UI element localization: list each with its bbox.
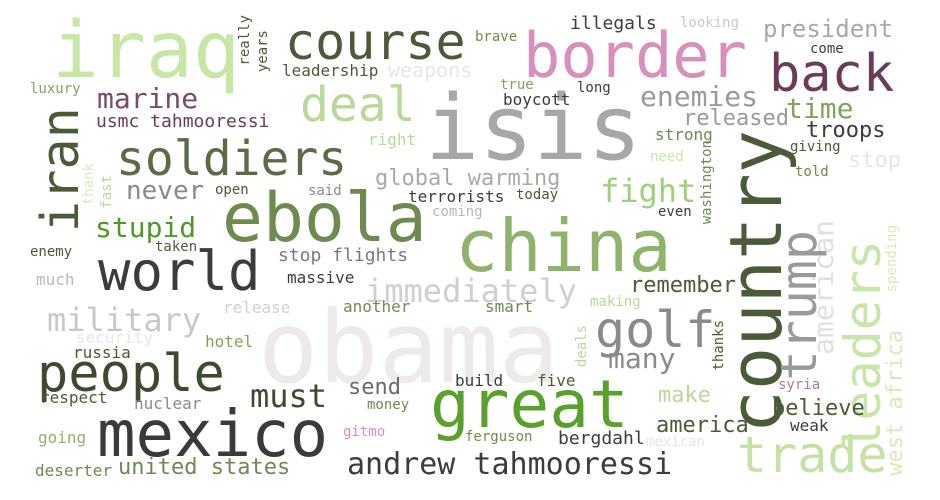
word-security: security xyxy=(76,328,154,347)
word-weak: weak xyxy=(790,416,829,435)
word-weapons: weapons xyxy=(388,58,473,82)
word-china: china xyxy=(455,204,672,288)
word-money: money xyxy=(367,397,410,413)
word-west-africa: west africa xyxy=(883,330,908,476)
word-many: many xyxy=(608,342,676,375)
word-marine: marine xyxy=(97,82,199,115)
word-illegals: illegals xyxy=(570,13,657,34)
word-respect: respect xyxy=(40,388,108,407)
word-told: told xyxy=(795,164,829,180)
word-open: open xyxy=(215,182,249,198)
word-stop: stop xyxy=(848,148,901,173)
word-spending: spending xyxy=(884,225,900,293)
word-terrorists: terrorists xyxy=(408,187,505,206)
word-smart: smart xyxy=(485,297,534,316)
word-even: even xyxy=(658,204,692,220)
word-gitmo: gitmo xyxy=(343,424,386,440)
word-bergdahl: bergdahl xyxy=(558,428,645,449)
word-enemy: enemy xyxy=(30,244,73,260)
word-russia: russia xyxy=(73,343,131,362)
word-golf: golf xyxy=(595,301,716,359)
word-thank: thank xyxy=(81,163,97,206)
word-american: american xyxy=(807,220,840,355)
word-global-warming: global warming xyxy=(375,166,561,191)
word-remember: remember xyxy=(630,273,736,298)
word-years: years xyxy=(255,30,271,73)
word-usmc-tahmooressi: usmc tahmooressi xyxy=(96,111,270,132)
word-long: long xyxy=(577,80,611,96)
word-today: today xyxy=(516,187,559,203)
word-obama: obama xyxy=(258,289,560,406)
word-release: release xyxy=(223,298,291,317)
word-mexican: mexican xyxy=(646,434,706,450)
word-iraq: iraq xyxy=(52,6,240,96)
word-soldiers: soldiers xyxy=(116,131,348,187)
word-must: must xyxy=(250,377,328,415)
word-send: send xyxy=(348,375,401,400)
word-making: making xyxy=(590,294,641,310)
word-really: really xyxy=(237,15,253,66)
word-much: much xyxy=(36,270,75,289)
word-said: said xyxy=(308,183,342,199)
word-coming: coming xyxy=(432,204,483,220)
word-five: five xyxy=(537,371,576,390)
word-massive: massive xyxy=(287,268,355,287)
word-come: come xyxy=(810,41,844,57)
word-need: need xyxy=(650,149,684,165)
word-leadership: leadership xyxy=(282,61,379,80)
word-military: military xyxy=(47,301,202,339)
word-nuclear: nuclear xyxy=(134,394,202,413)
word-never: never xyxy=(126,176,205,206)
word-build: build xyxy=(455,371,504,390)
word-back: back xyxy=(769,44,895,104)
word-strong: strong xyxy=(655,125,713,144)
word-isis: isis xyxy=(425,76,642,181)
word-make: make xyxy=(658,383,711,408)
word-mexico: mexico xyxy=(97,398,329,472)
word-fast: fast xyxy=(99,175,115,209)
word-time: time xyxy=(786,92,854,125)
word-stop-flights: stop flights xyxy=(278,245,409,266)
word-deserter: deserter xyxy=(35,461,113,480)
word-thanks: thanks xyxy=(711,320,727,371)
word-giving: giving xyxy=(790,139,841,155)
word-syria: syria xyxy=(778,377,821,393)
word-stupid: stupid xyxy=(95,211,197,244)
word-ebola: ebola xyxy=(222,179,427,258)
word-troops: troops xyxy=(806,118,886,143)
word-looking: looking xyxy=(680,15,740,31)
word-andrew-tahmooressi: andrew tahmooressi xyxy=(347,447,673,482)
word-great: great xyxy=(430,366,629,443)
word-trade: trade xyxy=(737,426,888,484)
word-true: true xyxy=(500,77,534,93)
word-immediately: immediately xyxy=(365,272,577,310)
word-another: another xyxy=(343,297,411,316)
word-hotel: hotel xyxy=(205,332,254,351)
word-going: going xyxy=(38,428,87,447)
word-boycott: boycott xyxy=(503,90,571,109)
word-luxury: luxury xyxy=(30,81,81,97)
word-washington: washington xyxy=(699,140,715,225)
word-believe: believe xyxy=(772,396,865,421)
word-world: world xyxy=(98,240,261,303)
word-people: people xyxy=(37,344,225,404)
word-border: border xyxy=(523,19,747,92)
word-course: course xyxy=(285,13,466,71)
word-enemies: enemies xyxy=(640,80,759,113)
word-deal: deal xyxy=(300,77,416,133)
word-released: released xyxy=(683,106,789,131)
word-united-states: united states xyxy=(118,455,291,480)
word-ferguson: ferguson xyxy=(465,429,533,445)
word-america: america xyxy=(656,413,749,438)
word-brave: brave xyxy=(475,29,518,45)
word-taken: taken xyxy=(155,239,198,255)
word-deals: deals xyxy=(574,325,590,368)
word-fight: fight xyxy=(600,172,697,210)
word-president: president xyxy=(763,15,894,43)
word-iran: iran xyxy=(31,107,91,233)
word-right: right xyxy=(368,130,417,149)
